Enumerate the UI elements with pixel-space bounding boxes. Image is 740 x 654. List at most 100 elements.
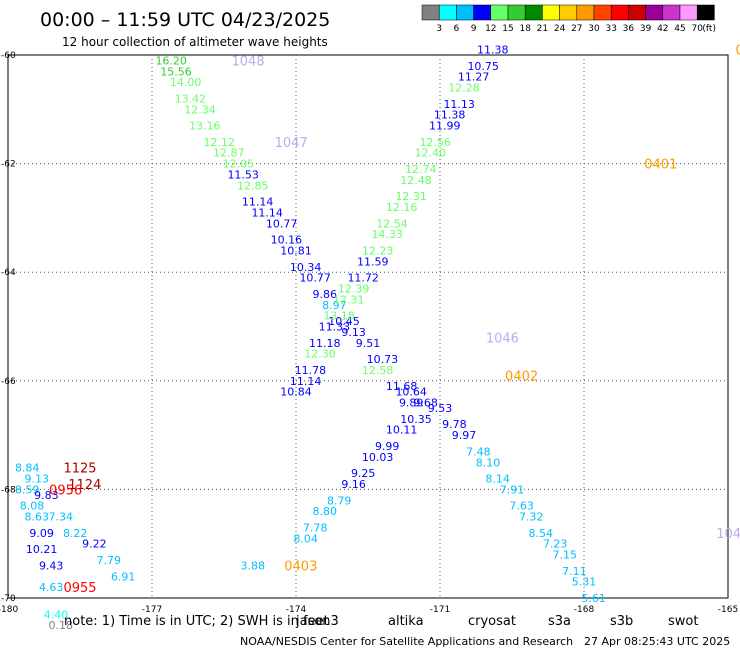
wave-height-value: 8.59 (15, 483, 40, 496)
x-tick-label: -171 (430, 605, 450, 615)
wave-height-value: 3.88 (241, 559, 266, 572)
wave-height-value: 10.77 (266, 217, 298, 230)
pass-time-label: 0402 (505, 369, 538, 384)
satellite-legend-item: jason3 (295, 614, 339, 629)
wave-height-value: 9.78 (442, 418, 467, 431)
y-tick-label: -68 (1, 485, 16, 495)
wave-height-value: 10.21 (26, 543, 58, 556)
scale-swatch (542, 4, 560, 21)
wave-height-value: 12.12 (203, 136, 235, 149)
color-scale-bar: 3 6 9 12 15 18 21 24 27 30 33 36 39 42 45 70 (ft) (421, 4, 716, 34)
wave-height-value: 4.63 (39, 581, 64, 594)
y-tick-label: -60 (1, 51, 16, 61)
wave-height-value: 16.20 (155, 54, 187, 67)
chart-title: 00:00 – 11:59 UTC 04/23/2025 (40, 9, 330, 31)
wave-height-value: 8.97 (322, 299, 347, 312)
wave-height-value: 10.77 (299, 272, 331, 285)
wave-height-value: 8.04 (293, 532, 318, 545)
scale-label: 6 (454, 24, 460, 34)
pass-time-label: 1124 (68, 478, 101, 493)
wave-height-value: 6.91 (111, 570, 136, 583)
scale-label: 24 (554, 24, 566, 34)
wave-height-value: 8.08 (20, 500, 45, 513)
y-tick-label: -66 (1, 377, 16, 387)
wave-height-value: 11.14 (290, 375, 322, 388)
scale-label: 33 (605, 24, 616, 34)
wave-height-value: 7.11 (562, 565, 587, 578)
wave-height-value: 9.09 (29, 527, 54, 540)
pass-time-label: 1125 (63, 462, 96, 477)
wave-height-value: 8.79 (327, 494, 352, 507)
scale-swatch (524, 4, 543, 21)
pass-time-label: 0401 (644, 158, 677, 173)
wave-height-value: 11.13 (443, 98, 475, 111)
scale-label: 45 (674, 24, 685, 34)
scale-swatch (593, 4, 612, 21)
wave-height-value: 11.18 (309, 337, 341, 350)
wave-height-value: 10.34 (290, 261, 322, 274)
scale-label: 15 (502, 24, 513, 34)
wave-height-value: 13.42 (175, 92, 207, 105)
wave-height-value: 7.32 (519, 511, 544, 524)
scale-swatch (507, 4, 526, 21)
wave-height-value: 7.15 (553, 549, 578, 562)
wave-height-value: 12.58 (362, 364, 394, 377)
wave-height-value: 12.16 (386, 201, 418, 214)
wave-height-value: 12.31 (333, 293, 365, 306)
wave-height-value: 7.63 (509, 500, 534, 513)
timestamp-text: 27 Apr 08:25:43 UTC 2025 (584, 635, 730, 648)
satellite-legend-item: cryosat (468, 614, 516, 629)
pass-time-label: 0956 (49, 483, 82, 498)
wave-height-value: 11.78 (295, 364, 327, 377)
wave-height-value: 9.53 (428, 402, 453, 415)
wave-height-value: 9.16 (341, 478, 366, 491)
scale-label: 18 (519, 24, 531, 34)
satellite-legend-item: swot (668, 614, 698, 629)
wave-height-value: 12.31 (395, 190, 427, 203)
scale-swatch (576, 4, 595, 21)
scale-swatch (645, 4, 664, 21)
wave-height-value: 8.54 (529, 527, 554, 540)
wave-height-value: 11.14 (251, 206, 283, 219)
satellite-legend-item: s3a (548, 614, 571, 629)
scale-swatch (610, 4, 629, 21)
wave-height-value: 9.13 (341, 326, 366, 339)
pass-time-label: 1048 (231, 54, 264, 69)
scale-swatch (696, 4, 715, 21)
scale-swatch (628, 4, 646, 21)
wave-height-value: 14.33 (371, 228, 403, 241)
chart-subtitle: 12 hour collection of altimeter wave hei… (62, 35, 328, 49)
wave-height-value: 10.45 (328, 315, 360, 328)
scale-label: 39 (640, 24, 652, 34)
credit-text: NOAA/NESDIS Center for Satellite Applica… (240, 635, 573, 648)
wave-height-value: 11.99 (429, 120, 461, 133)
wave-height-value: 11.72 (347, 272, 379, 285)
pass-time-label: 1046 (486, 331, 519, 346)
wave-height-value: 10.81 (280, 244, 312, 257)
wave-height-value: 9.51 (356, 337, 381, 350)
wave-height-value: 11.38 (434, 109, 466, 122)
wave-height-value: 9.68 (413, 397, 438, 410)
grid-lines (8, 55, 728, 598)
units-note: note: 1) Time is in UTC; 2) SWH is in fe… (64, 614, 329, 629)
wave-height-value: 9.99 (375, 440, 400, 453)
wave-height-value: 10.03 (362, 451, 394, 464)
scale-label: 3 (436, 24, 442, 34)
y-tick-label: -64 (1, 268, 16, 278)
wave-height-value: 12.28 (448, 82, 480, 95)
wave-height-value: 10.64 (395, 386, 427, 399)
wave-height-value: 12.30 (304, 348, 336, 361)
wave-height-value: 7.91 (500, 483, 525, 496)
scale-swatch (490, 4, 509, 21)
scale-label: 70 (691, 24, 703, 34)
pass-time-label: 1047 (275, 136, 308, 151)
wave-height-value: 10.75 (467, 60, 499, 73)
wave-height-value: 10.11 (386, 424, 418, 437)
satellite-legend-item: s3b (610, 614, 633, 629)
x-tick-label: -177 (142, 605, 162, 615)
wave-height-value: 13.16 (189, 120, 221, 133)
wave-height-value: 12.48 (400, 174, 432, 187)
scale-unit: (ft) (702, 24, 716, 34)
